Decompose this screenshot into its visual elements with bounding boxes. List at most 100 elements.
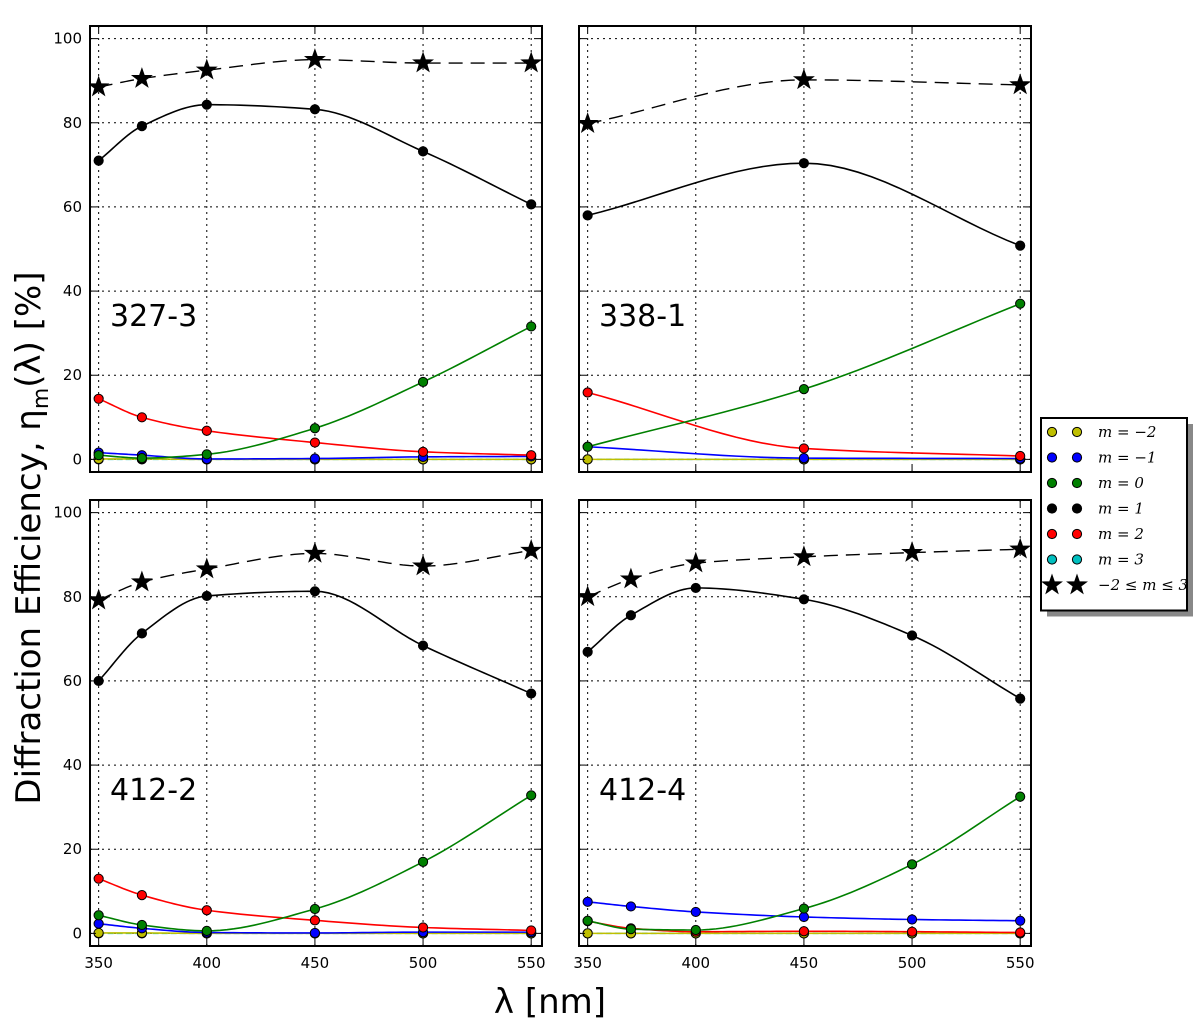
data-point-total [619, 567, 642, 589]
data-point-m_1 [136, 628, 148, 639]
data-point-m_1 [136, 121, 148, 132]
x-tick-label: 500 [898, 954, 927, 972]
series-line-m_1 [587, 587, 1021, 700]
data-point-m_0 [417, 856, 429, 867]
y-tick-label: 80 [63, 588, 82, 606]
data-point-m_neg1 [798, 911, 810, 923]
series-line-total [98, 58, 532, 88]
data-point-total [412, 554, 435, 576]
data-point-m_2 [136, 889, 148, 901]
data-point-total [579, 112, 599, 133]
data-point-m_2 [582, 387, 593, 398]
data-point-m_2 [798, 926, 810, 937]
data-point-m_1 [309, 586, 321, 597]
series-line-m_neg1 [98, 451, 532, 460]
legend-marker-m_neg1 [1071, 452, 1083, 463]
legend-marker-m_2 [1071, 528, 1083, 540]
y-axis-label: Diffraction Efficiency, ηm(λ) [%] [9, 271, 54, 804]
data-point-m_neg1 [309, 453, 321, 464]
data-point-m_2 [201, 905, 212, 916]
data-point-m_2 [798, 443, 810, 454]
data-point-total [901, 541, 924, 562]
y-tick-label: 40 [63, 756, 82, 774]
x-tick-label: 450 [790, 954, 819, 972]
y-tick-label: 0 [72, 450, 82, 468]
legend-marker-m_3 [1071, 554, 1083, 565]
data-point-m_0 [582, 915, 593, 926]
legend-marker-m_neg2 [1071, 426, 1083, 438]
data-point-m_2 [417, 922, 429, 933]
legend-marker-m_2 [1046, 528, 1058, 540]
data-point-m_2 [417, 446, 429, 457]
data-point-m_2 [136, 412, 148, 423]
plot-area [90, 48, 542, 465]
data-point-m_1 [201, 590, 212, 602]
legend-label-m_2: m = 2 [1098, 525, 1144, 543]
plot-area [579, 537, 1031, 939]
data-point-m_0 [136, 919, 148, 931]
legend-marker-m_3 [1046, 554, 1058, 565]
data-point-total [303, 48, 326, 69]
data-point-m_1 [417, 640, 429, 651]
x-tick-label: 350 [573, 954, 602, 972]
data-point-m_1 [93, 155, 104, 166]
x-tick-label: 550 [517, 954, 546, 972]
data-point-total [579, 585, 599, 607]
series-line-m_0 [98, 325, 532, 459]
panel-338-1: 338-1 [578, 25, 1032, 473]
series-line-m_2 [587, 920, 1021, 934]
data-point-m_0 [1015, 791, 1026, 802]
data-point-total [792, 545, 815, 567]
series-line-m_neg1 [587, 901, 1021, 922]
data-point-m_2 [1015, 450, 1026, 462]
plot-area [90, 538, 542, 939]
y-tick-label: 20 [63, 366, 82, 384]
data-point-m_0 [625, 924, 637, 935]
x-tick-label: 550 [1006, 954, 1035, 972]
data-point-m_0 [201, 925, 212, 936]
data-point-m_0 [93, 910, 104, 921]
legend: m = −2 m = −1 m = 0 m = 1 m = 2 m = 3 −2 ≤ m ≤… [1040, 417, 1193, 617]
data-point-m_neg1 [1015, 915, 1026, 926]
legend-marker-m_1 [1046, 503, 1058, 514]
data-point-m_neg1 [582, 896, 593, 907]
data-point-m_1 [906, 630, 918, 641]
x-tick-label: 400 [681, 954, 710, 972]
legend-label-m_1: m = 1 [1098, 500, 1144, 518]
data-point-total [412, 51, 435, 73]
legend-marker-total [1041, 573, 1063, 595]
data-point-total [684, 551, 707, 573]
data-point-m_neg1 [309, 927, 321, 939]
data-point-m_1 [690, 582, 701, 594]
panel-412-2: 350 400 450 500 550 0 20 40 60 80 100 412-2 [53, 499, 546, 972]
data-point-m_0 [526, 321, 537, 332]
panel-frame [578, 499, 1032, 947]
data-point-m_neg1 [906, 914, 918, 925]
series-line-m_0 [98, 794, 532, 932]
data-point-m_neg1 [93, 918, 104, 929]
data-point-m_0 [690, 924, 701, 936]
x-tick-label: 500 [409, 954, 438, 972]
data-point-m_2 [906, 926, 918, 937]
series-line-m_0 [587, 795, 1021, 931]
legend-label-m_neg1: m = −1 [1098, 449, 1156, 467]
legend-marker-total [1066, 573, 1088, 595]
legend-box [1040, 417, 1188, 612]
data-point-total [195, 557, 218, 579]
y-tick-label: 40 [63, 282, 82, 300]
data-point-total [520, 51, 542, 73]
data-point-m_0 [798, 384, 810, 395]
data-point-m_0 [136, 453, 148, 464]
legend-label-m_0: m = 0 [1098, 474, 1144, 492]
data-point-m_1 [526, 199, 537, 210]
x-tick-label: 450 [301, 954, 330, 972]
data-point-m_0 [906, 859, 918, 870]
data-point-m_2 [526, 450, 537, 461]
panel-label: 412-4 [599, 773, 686, 808]
data-point-total [303, 541, 326, 563]
data-point-m_1 [526, 688, 537, 699]
panel-frame [89, 25, 543, 473]
y-tick-label: 100 [53, 504, 82, 522]
panel-412-4: 350 400 450 500 550 412-4 [573, 499, 1035, 972]
